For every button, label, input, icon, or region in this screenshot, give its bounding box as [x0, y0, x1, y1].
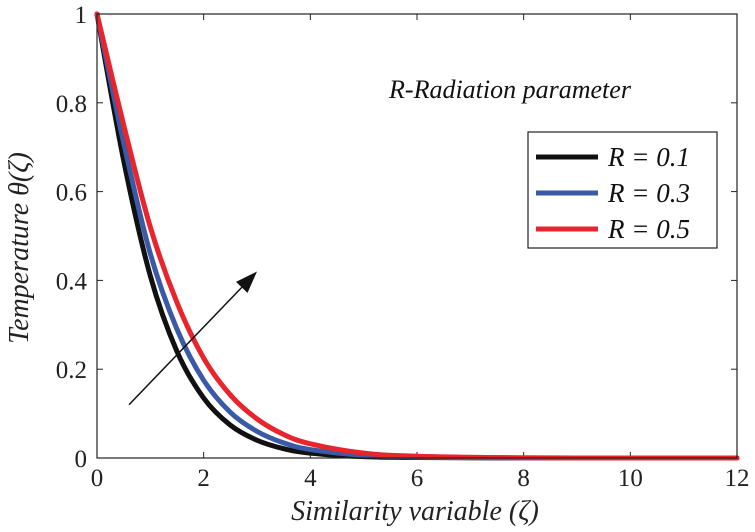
trend-arrowhead	[235, 271, 257, 293]
x-tick-label: 6	[411, 465, 424, 492]
y-tick-label: 1	[75, 2, 88, 29]
plot-frame	[96, 13, 738, 459]
y-axis-label: Temperature θ(ζ)	[4, 152, 35, 344]
legend-label-2: R = 0.3	[607, 178, 690, 208]
legend-label-1: R = 0.1	[607, 142, 690, 172]
trend-arrow	[128, 286, 243, 406]
annotation-text: R-Radiation parameter	[388, 75, 632, 104]
legend: R = 0.1 R = 0.3 R = 0.5	[527, 131, 718, 249]
x-tick-label: 0	[91, 465, 104, 492]
x-tick-label: 4	[304, 465, 317, 492]
x-axis-label: Similarity variable (ζ)	[291, 496, 539, 527]
x-tick-label: 10	[618, 465, 643, 492]
y-tick-label: 0.2	[56, 357, 87, 384]
y-tick-label: 0.6	[56, 180, 87, 207]
y-tick-label: 0.4	[56, 268, 88, 295]
x-tick-label: 2	[197, 465, 210, 492]
y-tick-label: 0.8	[56, 91, 87, 118]
legend-label-3: R = 0.5	[607, 214, 690, 244]
tick-layer: 0 2 4 6 8 10 12 0 0.2 0.4 0.6 0.8 1	[56, 2, 750, 492]
x-tick-label: 12	[725, 465, 750, 492]
y-tick-label: 0	[75, 446, 88, 473]
x-tick-label: 8	[517, 465, 530, 492]
